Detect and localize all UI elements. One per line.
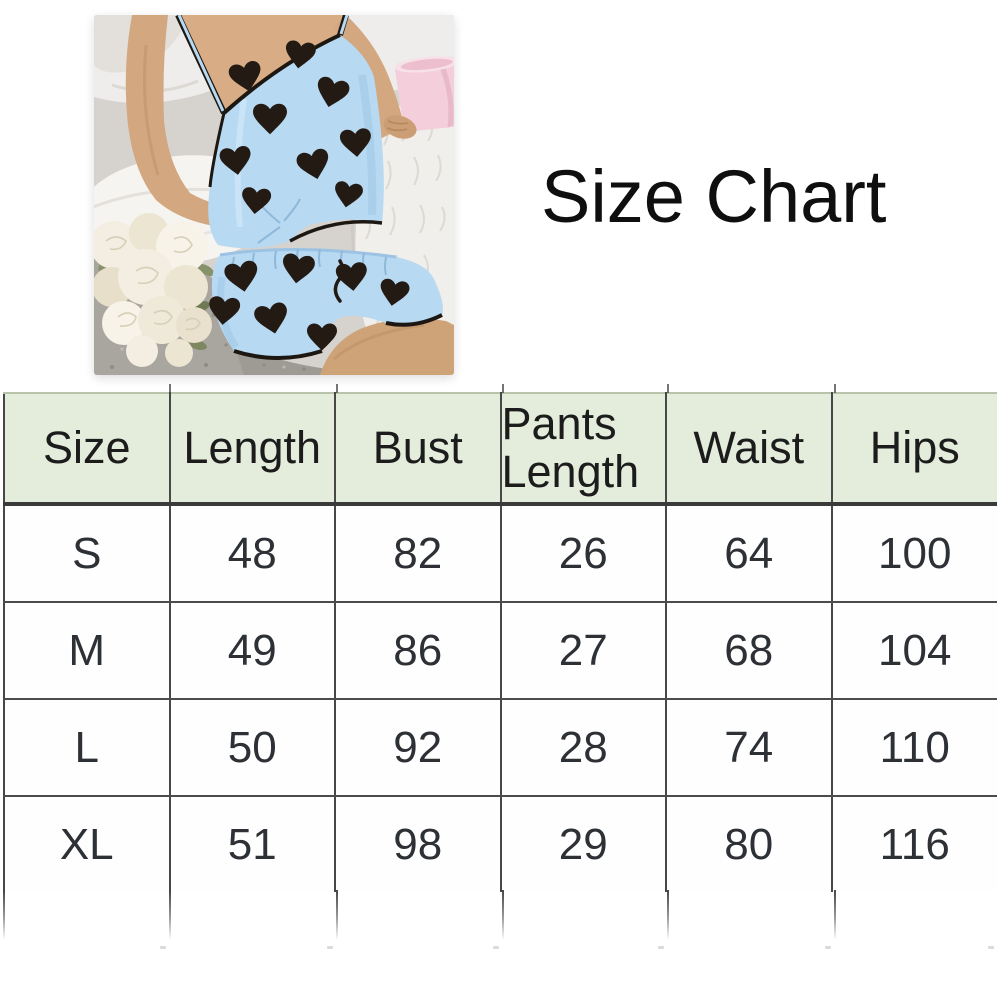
- grid-tick: [658, 946, 664, 949]
- grid-tick: [825, 946, 831, 949]
- grid-stub-top: [336, 384, 338, 393]
- pajama-set-illustration: [94, 15, 454, 375]
- hips-value: 100: [831, 504, 997, 603]
- size-label: M: [4, 602, 171, 700]
- grid-tick: [493, 946, 499, 949]
- grid-stub-bottom: [336, 890, 338, 940]
- grid-stub-top: [834, 384, 836, 393]
- hips-value: 116: [831, 796, 997, 892]
- chest-skin: [178, 15, 346, 111]
- size-table: Size Length Bust Pants Length Waist Hips…: [3, 392, 997, 892]
- table-row-s: S 48 82 26 64 100: [4, 504, 997, 603]
- size-label: XL: [4, 796, 171, 892]
- grid-stub-bottom: [169, 890, 171, 940]
- bust-value: 98: [335, 796, 502, 892]
- pants-length-value: 26: [500, 504, 667, 603]
- shorts-left-hem-piping: [233, 349, 323, 360]
- leg: [320, 318, 454, 375]
- table-row-xl: XL 51 98 29 80 116: [4, 796, 997, 892]
- size-label: S: [4, 504, 171, 603]
- length-value: 48: [169, 504, 336, 603]
- bust-value: 82: [335, 504, 502, 603]
- mug: [394, 56, 454, 132]
- grid-stub-bottom: [3, 890, 5, 940]
- product-photo: [94, 15, 454, 375]
- column-header-bust: Bust: [335, 393, 502, 506]
- pants-length-value: 29: [500, 796, 667, 892]
- pajama-shorts: [211, 247, 443, 360]
- column-header-pants-length: Pants Length: [500, 393, 667, 506]
- pants-length-value: 27: [500, 602, 667, 700]
- grid-tick: [160, 946, 166, 949]
- pants-length-value: 28: [500, 699, 667, 797]
- table-row-m: M 49 86 27 68 104: [4, 602, 997, 700]
- grid-stub-top: [667, 384, 669, 393]
- grid-tick: [327, 946, 333, 949]
- grid-stub-bottom: [834, 890, 836, 940]
- waist-value: 64: [666, 504, 833, 603]
- size-chart-title: Size Chart: [541, 155, 887, 238]
- length-value: 51: [169, 796, 336, 892]
- bust-value: 86: [335, 602, 502, 700]
- shorts-right-hem-piping: [385, 313, 443, 327]
- hand-holding-mug: [383, 115, 417, 139]
- waist-value: 74: [666, 699, 833, 797]
- length-value: 49: [169, 602, 336, 700]
- column-header-hips: Hips: [831, 393, 997, 506]
- size-label: L: [4, 699, 171, 797]
- table-row-l: L 50 92 28 74 110: [4, 699, 997, 797]
- hips-value: 110: [831, 699, 997, 797]
- grid-stub-top: [169, 384, 171, 393]
- column-header-size: Size: [4, 393, 171, 506]
- waist-value: 80: [666, 796, 833, 892]
- waist-value: 68: [666, 602, 833, 700]
- grid-tick: [988, 946, 994, 949]
- flower-bouquet: [94, 213, 215, 367]
- column-header-length: Length: [169, 393, 336, 506]
- size-table-header-row: Size Length Bust Pants Length Waist Hips: [4, 393, 997, 506]
- grid-stub-bottom: [667, 890, 669, 940]
- length-value: 50: [169, 699, 336, 797]
- cami-hem-piping: [289, 220, 383, 243]
- hips-value: 104: [831, 602, 997, 700]
- bust-value: 92: [335, 699, 502, 797]
- grid-stub-bottom: [502, 890, 504, 940]
- column-header-waist: Waist: [666, 393, 833, 506]
- grid-stub-top: [502, 384, 504, 393]
- neckline-piping: [222, 33, 341, 115]
